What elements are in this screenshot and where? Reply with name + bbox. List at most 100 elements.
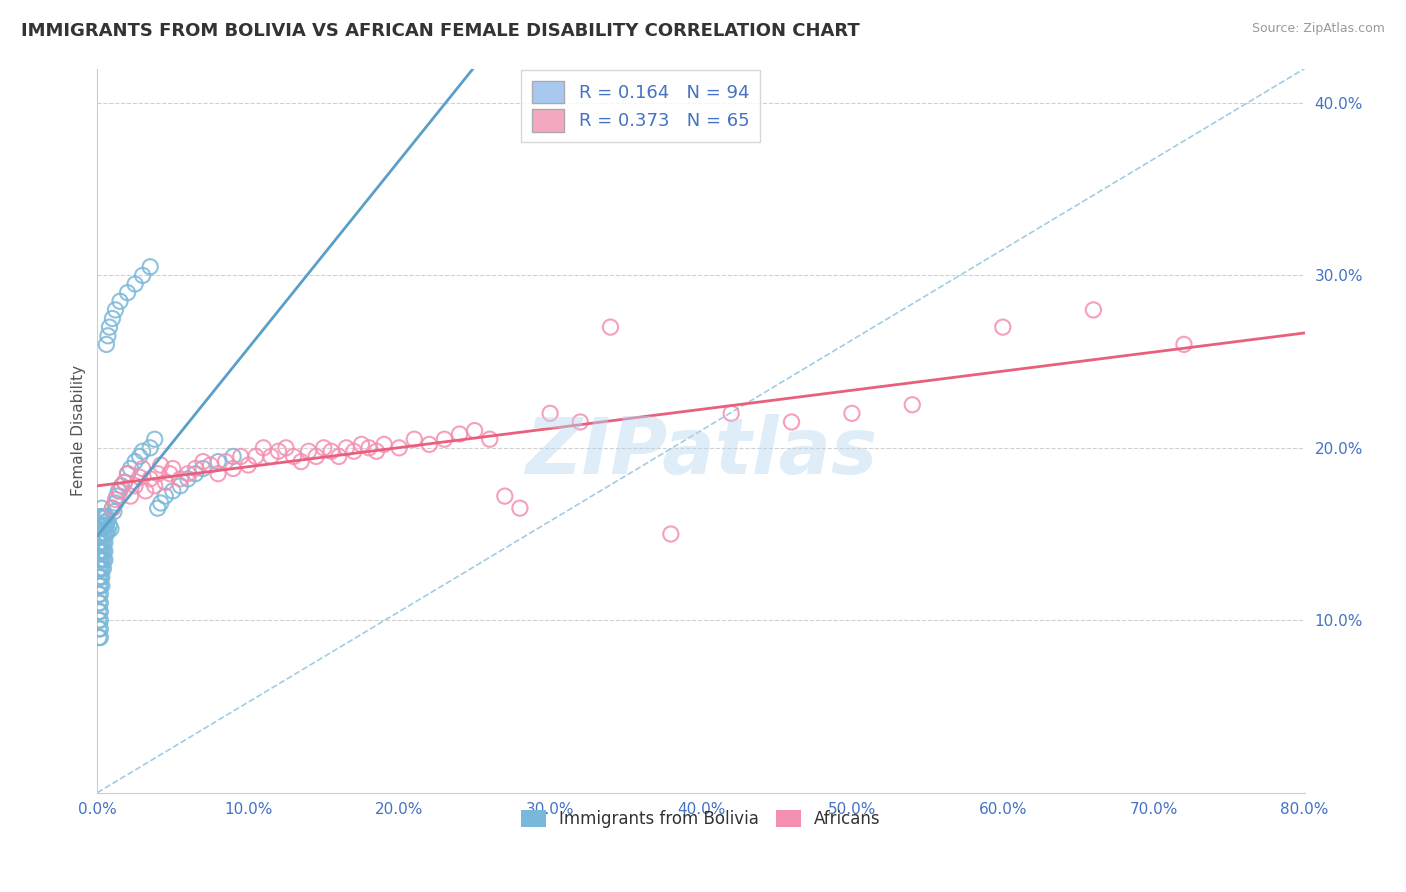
Point xyxy=(260,450,283,464)
Point xyxy=(89,544,111,558)
Point xyxy=(169,472,191,486)
Point xyxy=(97,513,120,527)
Point xyxy=(117,285,139,300)
Point xyxy=(177,472,200,486)
Point xyxy=(90,544,112,558)
Point xyxy=(108,483,131,498)
Point xyxy=(464,424,486,438)
Point xyxy=(162,461,184,475)
Point xyxy=(155,489,177,503)
Point xyxy=(139,260,162,274)
Point xyxy=(538,406,561,420)
Point xyxy=(149,458,172,472)
Point xyxy=(93,527,115,541)
Point xyxy=(104,492,127,507)
Point xyxy=(98,518,121,533)
Point xyxy=(1083,302,1105,317)
Point xyxy=(96,337,118,351)
Point xyxy=(128,470,150,484)
Point xyxy=(89,631,111,645)
Point xyxy=(101,501,124,516)
Point xyxy=(335,441,357,455)
Point xyxy=(101,501,124,516)
Point xyxy=(87,605,110,619)
Point xyxy=(89,561,111,575)
Point xyxy=(114,475,136,490)
Point xyxy=(252,441,274,455)
Point xyxy=(93,561,115,575)
Point xyxy=(96,509,118,524)
Point xyxy=(305,450,328,464)
Point xyxy=(89,535,111,549)
Point xyxy=(94,527,117,541)
Point xyxy=(104,496,127,510)
Point xyxy=(433,432,456,446)
Point xyxy=(449,427,471,442)
Point xyxy=(149,496,172,510)
Point xyxy=(124,455,146,469)
Point xyxy=(131,268,153,283)
Point xyxy=(191,455,214,469)
Point xyxy=(117,467,139,481)
Point xyxy=(569,415,592,429)
Point xyxy=(93,553,115,567)
Point xyxy=(107,483,129,498)
Point xyxy=(89,518,111,533)
Point xyxy=(366,444,388,458)
Point xyxy=(222,461,245,475)
Point xyxy=(87,561,110,575)
Point xyxy=(659,527,682,541)
Point xyxy=(87,518,110,533)
Point xyxy=(146,501,169,516)
Point xyxy=(87,509,110,524)
Point xyxy=(901,398,924,412)
Point xyxy=(110,479,132,493)
Point xyxy=(94,553,117,567)
Point xyxy=(343,444,366,458)
Point xyxy=(117,467,139,481)
Point xyxy=(214,455,236,469)
Point xyxy=(135,483,157,498)
Point xyxy=(105,489,128,503)
Point xyxy=(87,527,110,541)
Point xyxy=(207,455,229,469)
Point xyxy=(222,450,245,464)
Point xyxy=(143,479,166,493)
Text: Source: ZipAtlas.com: Source: ZipAtlas.com xyxy=(1251,22,1385,36)
Point xyxy=(89,613,111,627)
Point xyxy=(191,461,214,475)
Point xyxy=(841,406,863,420)
Point xyxy=(90,501,112,516)
Y-axis label: Female Disability: Female Disability xyxy=(72,365,86,496)
Text: ZIPatlas: ZIPatlas xyxy=(524,414,877,491)
Point xyxy=(96,527,118,541)
Point xyxy=(104,302,127,317)
Point xyxy=(90,570,112,584)
Point xyxy=(128,450,150,464)
Point xyxy=(87,553,110,567)
Point xyxy=(93,518,115,533)
Point xyxy=(509,501,531,516)
Point xyxy=(87,587,110,601)
Point xyxy=(991,320,1014,334)
Point xyxy=(90,527,112,541)
Point xyxy=(388,441,411,455)
Point xyxy=(350,437,373,451)
Point xyxy=(87,535,110,549)
Point xyxy=(321,444,343,458)
Point xyxy=(373,437,395,451)
Point xyxy=(90,561,112,575)
Point xyxy=(328,450,350,464)
Point xyxy=(494,489,516,503)
Point xyxy=(87,631,110,645)
Point xyxy=(89,587,111,601)
Point xyxy=(274,441,297,455)
Point xyxy=(108,294,131,309)
Point xyxy=(90,535,112,549)
Point xyxy=(267,444,290,458)
Point xyxy=(184,467,207,481)
Point xyxy=(87,622,110,636)
Point xyxy=(184,461,207,475)
Point xyxy=(139,472,162,486)
Point xyxy=(89,579,111,593)
